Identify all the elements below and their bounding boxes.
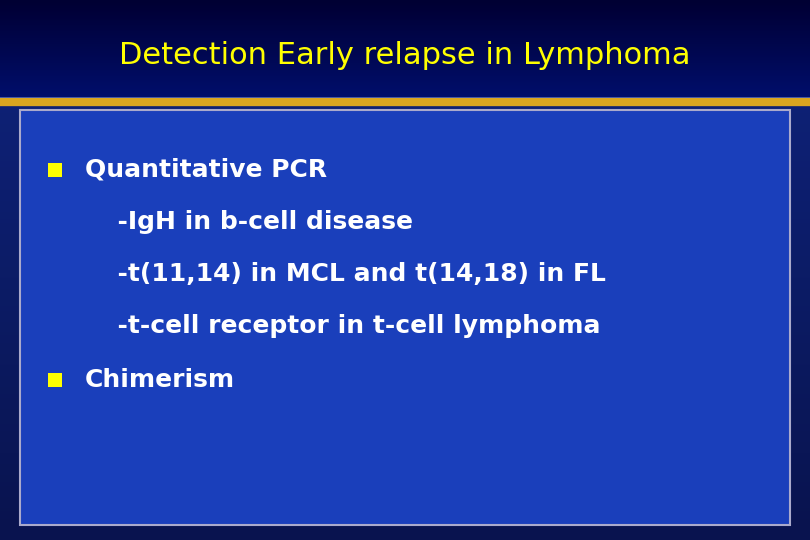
- Text: -t(11,14) in MCL and t(14,18) in FL: -t(11,14) in MCL and t(14,18) in FL: [100, 262, 606, 286]
- Text: Chimerism: Chimerism: [85, 368, 235, 392]
- FancyBboxPatch shape: [48, 163, 62, 177]
- Text: -t-cell receptor in t-cell lymphoma: -t-cell receptor in t-cell lymphoma: [100, 314, 600, 338]
- Text: Quantitative PCR: Quantitative PCR: [85, 158, 327, 182]
- Text: -IgH in b-cell disease: -IgH in b-cell disease: [100, 210, 413, 234]
- FancyBboxPatch shape: [20, 110, 790, 525]
- Text: Detection Early relapse in Lymphoma: Detection Early relapse in Lymphoma: [119, 40, 691, 70]
- FancyBboxPatch shape: [48, 373, 62, 387]
